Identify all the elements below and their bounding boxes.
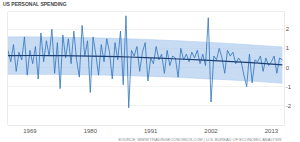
svg-text:2: 2 <box>286 26 290 32</box>
svg-text:1980: 1980 <box>84 128 98 134</box>
svg-text:1: 1 <box>286 45 290 51</box>
svg-text:2002: 2002 <box>204 128 218 134</box>
svg-text:2013: 2013 <box>265 128 279 134</box>
svg-text:1991: 1991 <box>144 128 158 134</box>
svg-text:0: 0 <box>286 65 290 71</box>
svg-text:-1: -1 <box>286 84 292 90</box>
svg-text:US PERSONAL SPENDING: US PERSONAL SPENDING <box>3 1 67 7</box>
svg-text:-2: -2 <box>286 103 292 109</box>
svg-text:1969: 1969 <box>23 128 37 134</box>
svg-text:SOURCE: WWW.TRADINGECONOMICS.C: SOURCE: WWW.TRADINGECONOMICS.COM | U.S. … <box>118 137 282 142</box>
